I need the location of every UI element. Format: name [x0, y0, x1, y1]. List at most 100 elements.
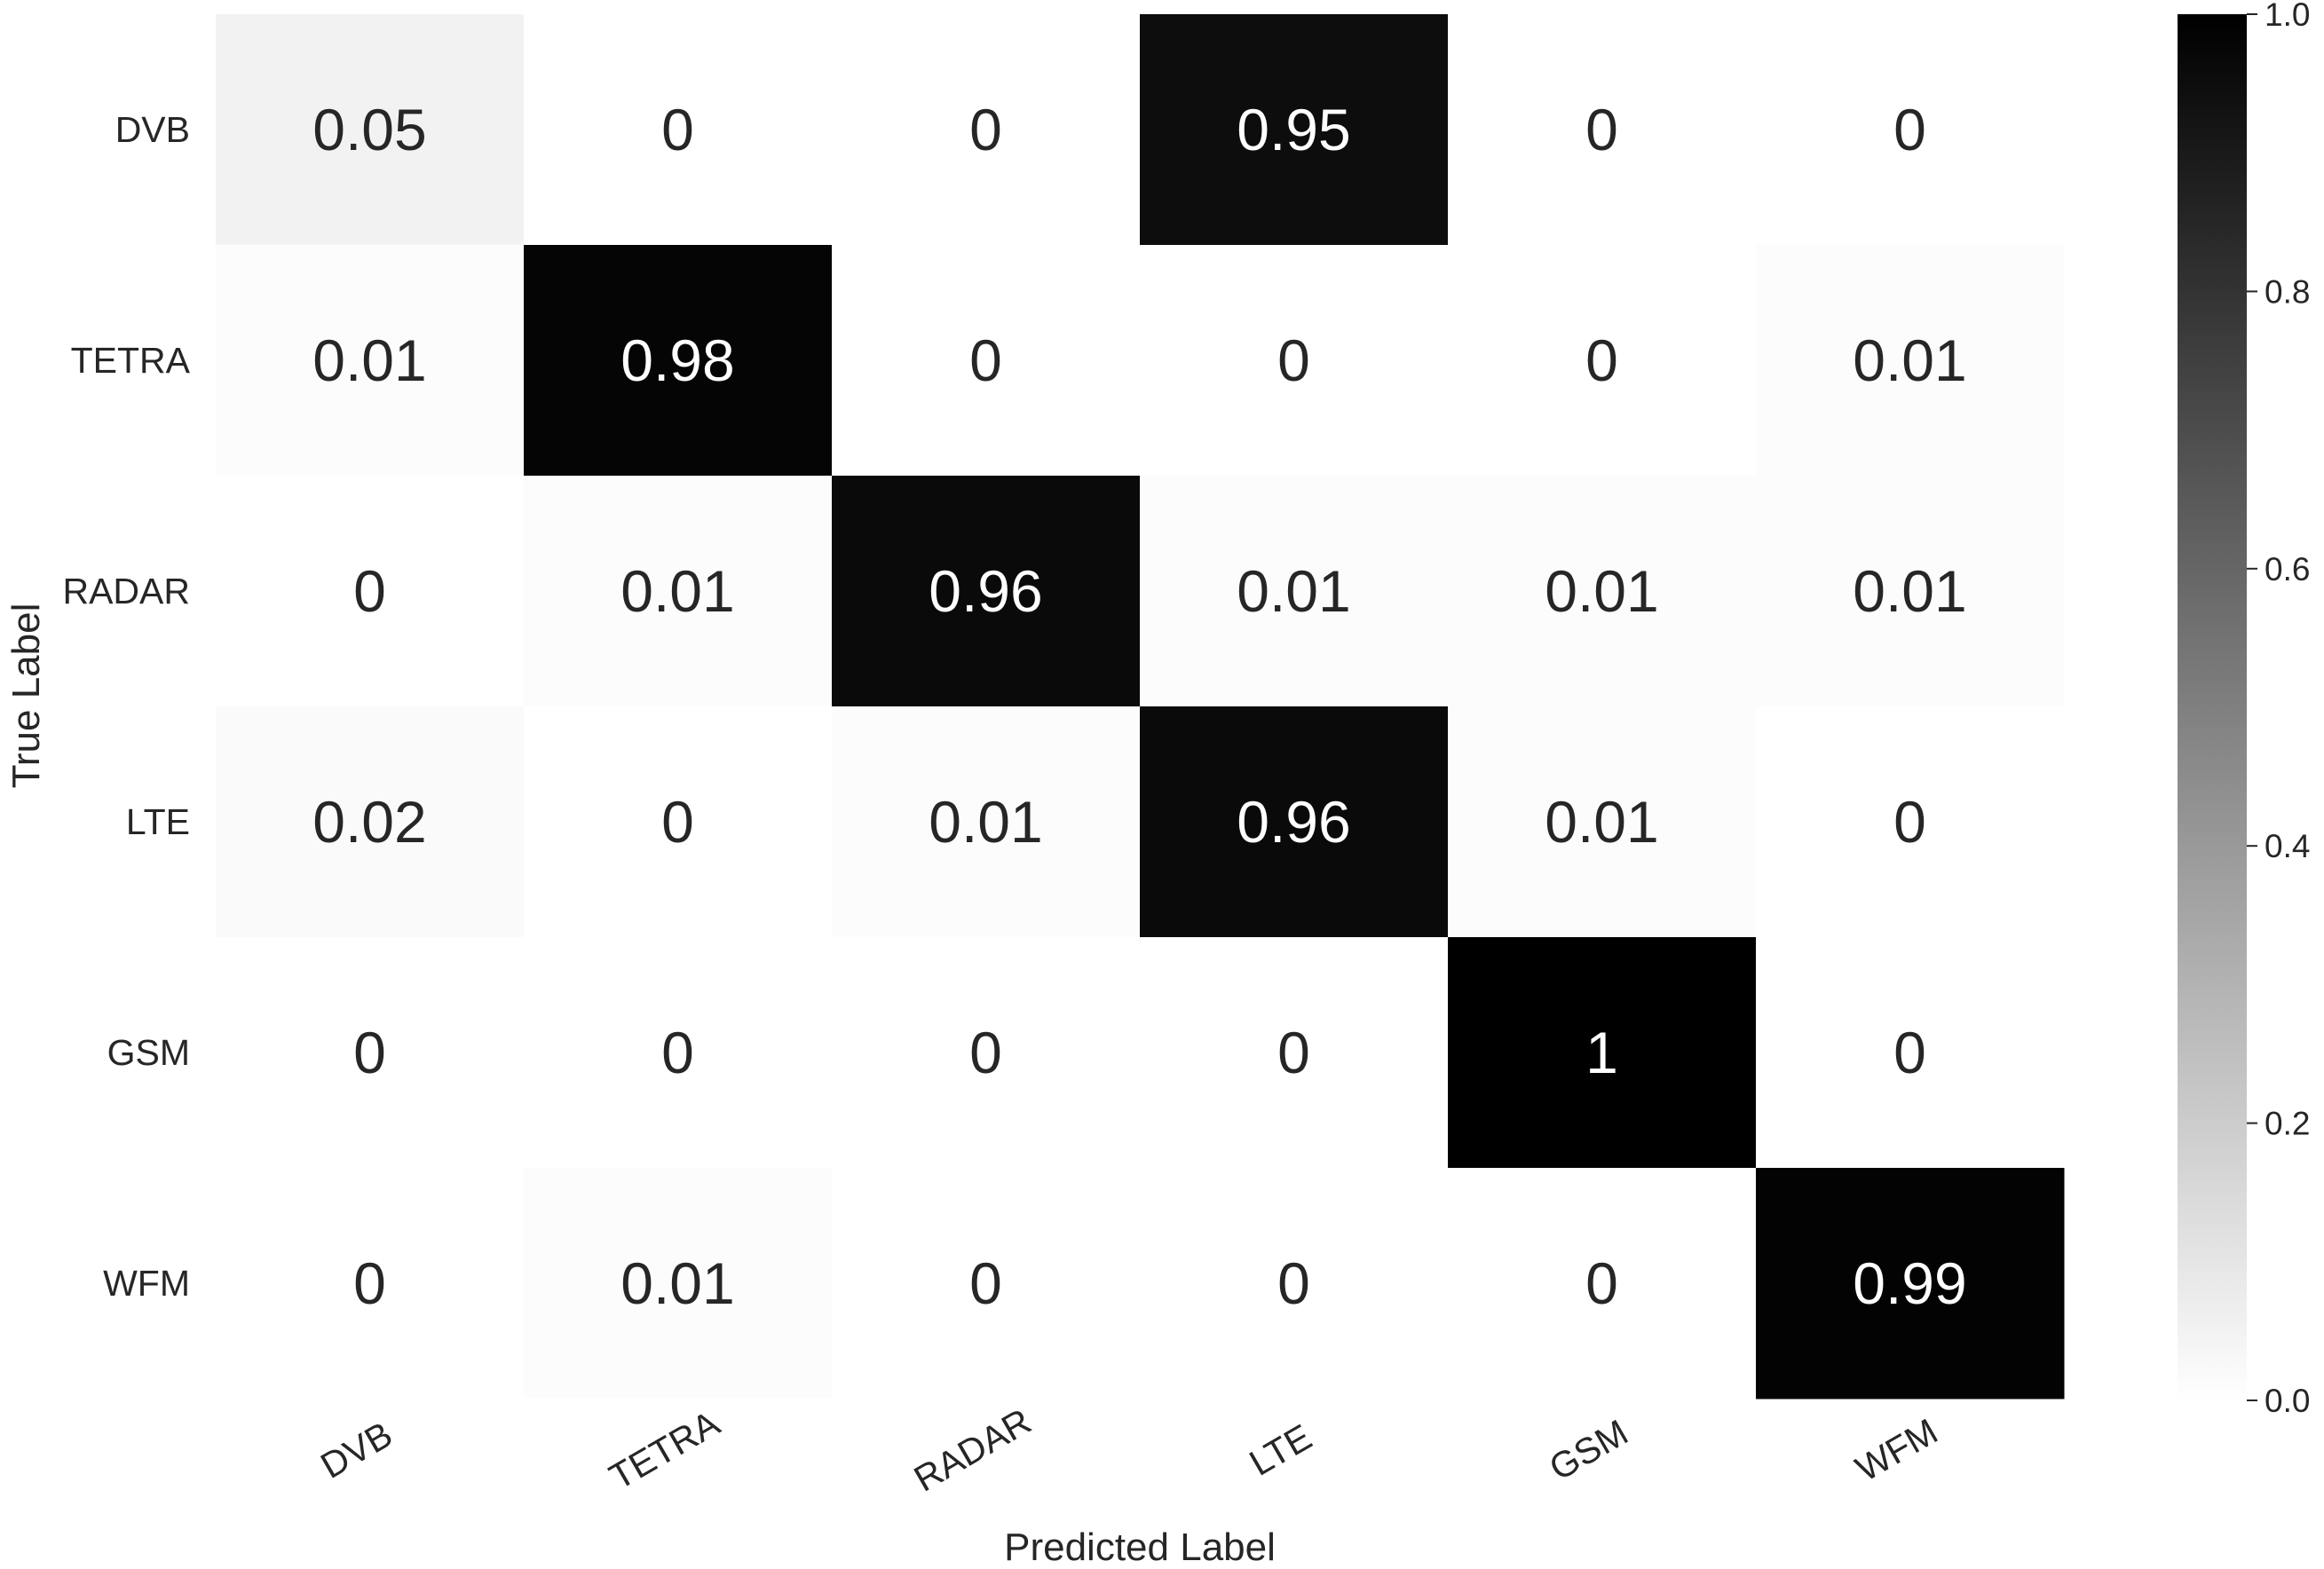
heatmap-cell — [524, 476, 833, 707]
colorbar-ticks: 0.0 0.2 0.4 0.6 0.8 1.0 — [2247, 0, 2310, 1419]
y-tick-label: GSM — [107, 1032, 190, 1073]
y-tick-label: RADAR — [62, 571, 190, 611]
heatmap-cell-label: 0 — [661, 97, 694, 162]
heatmap-cell-label: 0 — [1585, 327, 1618, 393]
heatmap-cell-label: 0 — [1585, 97, 1618, 162]
heatmap-cells — [216, 14, 2065, 1399]
heatmap-cell — [216, 1168, 525, 1399]
heatmap-cell — [524, 245, 833, 477]
heatmap-cell — [1448, 1168, 1757, 1399]
heatmap-cell — [216, 937, 525, 1169]
heatmap-cell — [216, 245, 525, 477]
colorbar-tick-label: 0.8 — [2265, 273, 2310, 310]
colorbar-tick-label: 0.4 — [2265, 828, 2310, 864]
heatmap-cell — [216, 14, 525, 246]
heatmap-cell — [1140, 1168, 1449, 1399]
heatmap-cell — [1140, 937, 1449, 1169]
heatmap-cell-label: 0 — [1277, 1250, 1310, 1316]
heatmap-cell — [1756, 476, 2065, 707]
heatmap-cell-label: 0.95 — [1237, 97, 1350, 162]
heatmap-cell-label: 0 — [1585, 1250, 1618, 1316]
heatmap-cell — [524, 706, 833, 938]
colorbar-tick-label: 1.0 — [2265, 0, 2310, 33]
heatmap-cell-label: 0 — [1277, 1020, 1310, 1085]
heatmap-cell-label: 0 — [661, 789, 694, 855]
heatmap-cell-label: 0 — [969, 327, 1002, 393]
colorbar-gradient — [2178, 14, 2247, 1400]
heatmap-cell — [1448, 937, 1757, 1169]
heatmap-cell — [524, 937, 833, 1169]
heatmap-cell — [1140, 245, 1449, 477]
heatmap-cell — [524, 14, 833, 246]
heatmap-cell-label: 0 — [1277, 327, 1310, 393]
x-tick-label: WFM — [1849, 1410, 1945, 1489]
heatmap-cell-label: 1 — [1585, 1020, 1618, 1085]
x-axis-tick-labels: DVB TETRA RADAR LTE GSM WFM — [313, 1400, 1944, 1500]
heatmap-cell — [1756, 14, 2065, 246]
heatmap-cell-label: 0 — [969, 1020, 1002, 1085]
heatmap-cell — [832, 706, 1141, 938]
heatmap-cell-label: 0.01 — [1545, 558, 1658, 624]
x-tick-label: DVB — [313, 1414, 399, 1486]
heatmap-cell-label: 0.01 — [1545, 789, 1658, 855]
heatmap-cell — [216, 706, 525, 938]
heatmap-cell — [1756, 1168, 2065, 1399]
heatmap-cell-label: 0.01 — [1237, 558, 1350, 624]
heatmap-cell — [1140, 476, 1449, 707]
heatmap-cell — [832, 14, 1141, 246]
heatmap-cell-label: 0 — [353, 1020, 386, 1085]
heatmap-cell-label: 0.01 — [1853, 558, 1966, 624]
colorbar-tick-label: 0.0 — [2265, 1383, 2310, 1419]
heatmap-cell — [1448, 476, 1757, 707]
heatmap-cell — [1140, 706, 1449, 938]
colorbar-tick-label: 0.6 — [2265, 551, 2310, 587]
heatmap-cell-label: 0 — [969, 97, 1002, 162]
heatmap-cell-label: 0.99 — [1853, 1250, 1966, 1316]
heatmap-cell-label: 0.96 — [1237, 789, 1350, 855]
heatmap-cell — [1448, 245, 1757, 477]
heatmap-cell-label: 0 — [1893, 1020, 1926, 1085]
heatmap-cell — [1756, 937, 2065, 1169]
y-tick-label: DVB — [115, 109, 190, 150]
heatmap-cell-label: 0.01 — [621, 558, 734, 624]
heatmap-cell — [524, 1168, 833, 1399]
heatmap-cell-label: 0 — [969, 1250, 1002, 1316]
y-axis-tick-labels: DVB TETRA RADAR LTE GSM WFM — [62, 109, 190, 1304]
heatmap-cell — [1140, 14, 1449, 246]
x-tick-label: TETRA — [603, 1402, 727, 1497]
heatmap-cell-label: 0.01 — [1853, 327, 1966, 393]
heatmap-cell-label: 0.96 — [929, 558, 1042, 624]
heatmap-cell — [832, 476, 1141, 707]
y-tick-label: LTE — [126, 801, 190, 842]
heatmap-cell-label: 0.01 — [929, 789, 1042, 855]
y-tick-label: WFM — [103, 1263, 190, 1304]
x-axis-label: Predicted Label — [1004, 1526, 1276, 1569]
heatmap-cell-label: 0 — [1893, 789, 1926, 855]
heatmap-cell — [1756, 245, 2065, 477]
heatmap-cell — [1448, 14, 1757, 246]
y-tick-label: TETRA — [71, 340, 191, 381]
heatmap-cell-label: 0 — [661, 1020, 694, 1085]
heatmap-cell-label: 0.01 — [621, 1250, 734, 1316]
x-tick-label: RADAR — [907, 1400, 1038, 1500]
heatmap-cell-label: 0.98 — [621, 327, 734, 393]
colorbar: 0.0 0.2 0.4 0.6 0.8 1.0 — [2178, 0, 2310, 1419]
x-tick-label: GSM — [1543, 1412, 1635, 1489]
heatmap-cell-label: 0 — [1893, 97, 1926, 162]
heatmap-cell — [832, 245, 1141, 477]
heatmap-cell-label: 0.01 — [312, 327, 426, 393]
y-axis-label: True Label — [4, 603, 48, 789]
heatmap-cell — [216, 476, 525, 707]
heatmap-cell — [1448, 706, 1757, 938]
heatmap-cell-label: 0 — [353, 558, 386, 624]
colorbar-tick-label: 0.2 — [2265, 1106, 2310, 1142]
heatmap-cell-labels: 0.05 0 0 0.95 0 0 0.01 0.98 0 0 0 0.01 0 0.01 0.96 0.01… — [312, 97, 1966, 1316]
heatmap-cell-label: 0 — [353, 1250, 386, 1316]
heatmap-cell — [832, 1168, 1141, 1399]
heatmap-cell-label: 0.05 — [312, 97, 426, 162]
x-tick-label: LTE — [1243, 1416, 1318, 1484]
heatmap-cell — [832, 937, 1141, 1169]
heatmap-cell — [1756, 706, 2065, 938]
heatmap-cell-label: 0.02 — [312, 789, 426, 855]
